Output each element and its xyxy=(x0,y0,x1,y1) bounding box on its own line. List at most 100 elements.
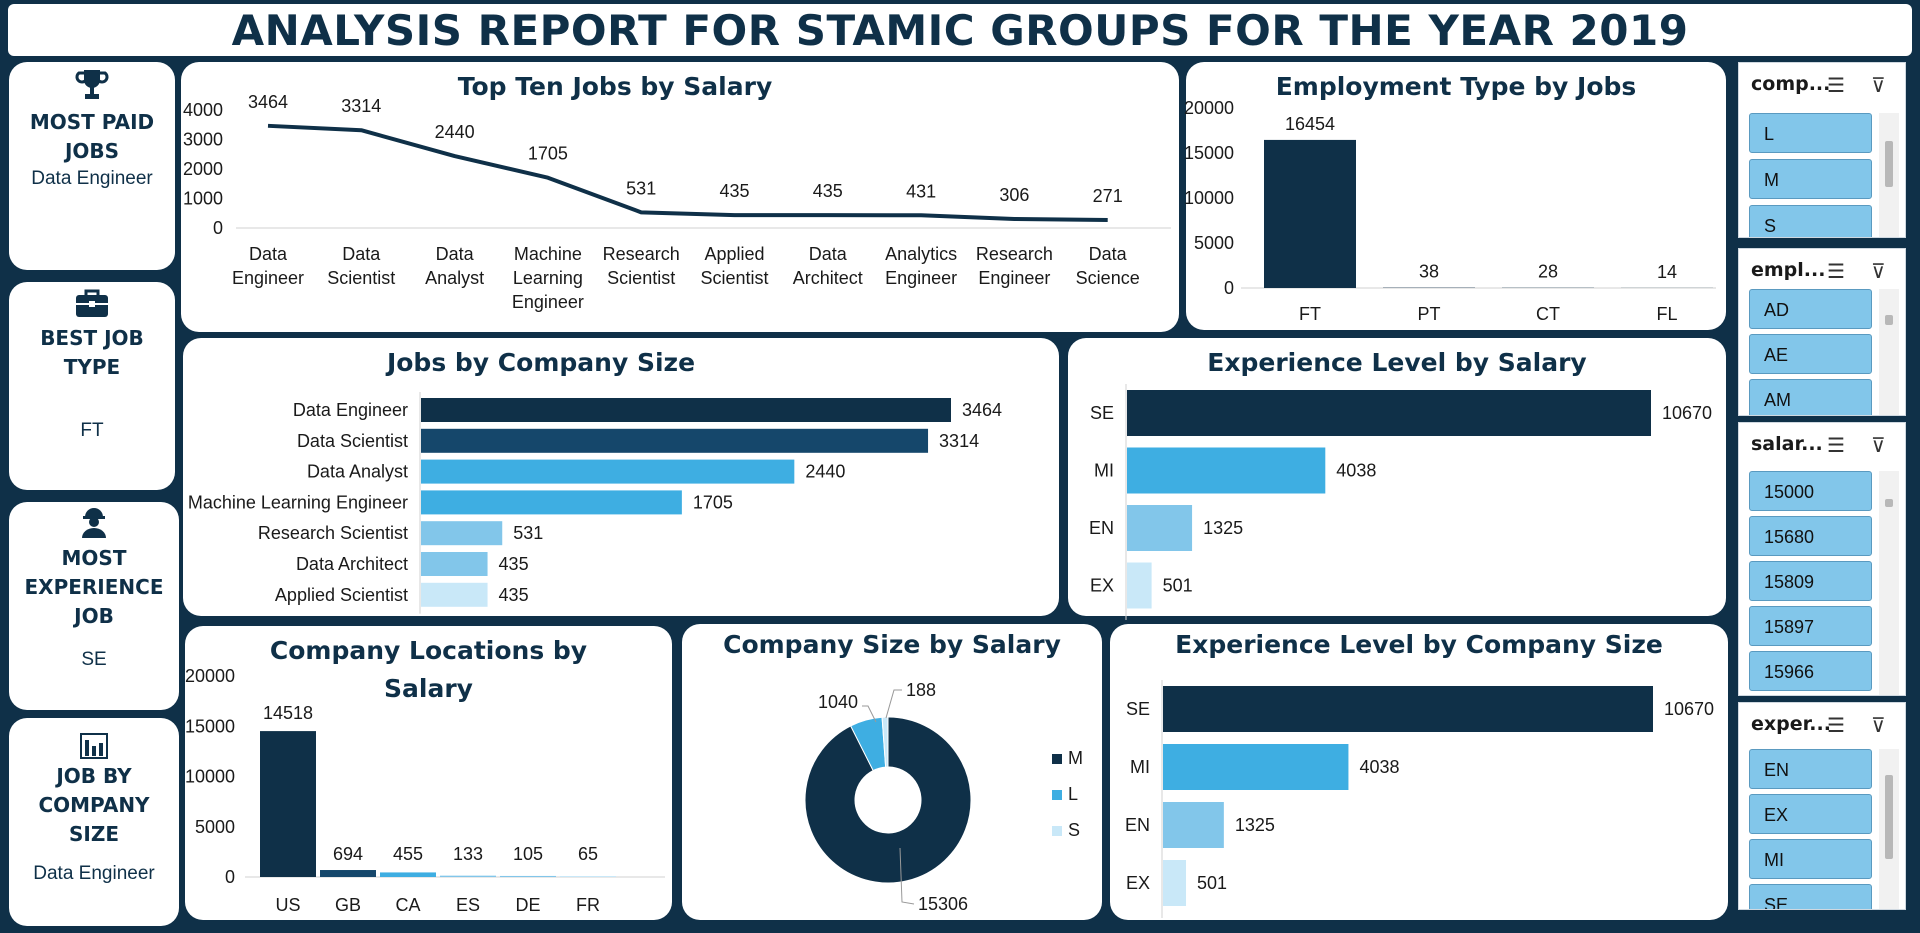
data-label: 1325 xyxy=(1203,518,1243,538)
x-tick-label: Engineer xyxy=(512,292,584,312)
multi-select-icon[interactable]: ☰ xyxy=(1827,715,1845,737)
slicer-experience[interactable]: exper... ☰ ⊽ EN EX MI SE xyxy=(1738,702,1906,910)
x-tick-label: CA xyxy=(395,895,420,915)
slicer-item[interactable]: 15809 xyxy=(1749,561,1872,601)
slicer-item[interactable]: 15897 xyxy=(1749,606,1872,646)
x-tick-label: FR xyxy=(576,895,600,915)
x-tick-label: Learning xyxy=(513,268,583,288)
bar xyxy=(1127,505,1193,551)
slicer-scroll-thumb[interactable] xyxy=(1885,141,1893,187)
category-label: SE xyxy=(1090,403,1114,423)
slicer-item[interactable]: AD xyxy=(1749,289,1872,329)
slicer-item[interactable]: MI xyxy=(1749,839,1872,879)
legend-label: M xyxy=(1068,748,1083,768)
kpi-best-job-type: BEST JOB TYPE FT xyxy=(9,282,175,490)
category-label: Data Scientist xyxy=(297,431,408,451)
data-label: 455 xyxy=(393,844,423,864)
bar xyxy=(421,490,682,515)
data-label: 435 xyxy=(499,585,529,605)
category-label: EX xyxy=(1090,576,1114,596)
category-label: Applied Scientist xyxy=(275,585,408,605)
y-tick-label: 10000 xyxy=(185,767,235,787)
chart-top-ten-jobs: Top Ten Jobs by Salary 0 1000 2000 3000 4000… xyxy=(181,62,1179,332)
slicer-item[interactable]: L xyxy=(1749,113,1872,153)
slicer-item[interactable]: 15680 xyxy=(1749,516,1872,556)
data-label: 501 xyxy=(1197,873,1227,893)
trophy-icon xyxy=(75,70,109,99)
slicer-scrollbar[interactable] xyxy=(1879,289,1899,415)
slicer-item[interactable]: EN xyxy=(1749,749,1872,789)
bar xyxy=(1163,860,1187,906)
data-label: 10670 xyxy=(1662,403,1712,423)
x-tick-label: Machine xyxy=(514,244,582,264)
worker-icon xyxy=(82,508,106,538)
leader-line xyxy=(885,689,902,719)
data-label: 16454 xyxy=(1285,114,1335,134)
multi-select-icon[interactable]: ☰ xyxy=(1827,435,1845,457)
slicer-company-size[interactable]: comp... ☰ ⊽ L M S xyxy=(1738,62,1906,238)
slicer-item[interactable]: EX xyxy=(1749,794,1872,834)
report-title: ANALYSIS REPORT FOR STAMIC GROUPS FOR TH… xyxy=(231,5,1689,55)
slicer-salary[interactable]: salar... ☰ ⊽ 15000 15680 15809 15897 159… xyxy=(1738,422,1906,696)
slicer-scroll-thumb[interactable] xyxy=(1885,315,1893,325)
slicer-item[interactable]: S xyxy=(1749,205,1872,237)
slicer-item[interactable]: AM xyxy=(1749,379,1872,415)
x-tick-label: Research xyxy=(603,244,680,264)
x-tick-label: Analyst xyxy=(425,268,484,288)
data-label: 2440 xyxy=(805,462,845,482)
clear-filter-icon[interactable]: ⊽ xyxy=(1871,715,1886,737)
category-label: Data Analyst xyxy=(307,462,408,482)
x-tick-label: Data xyxy=(809,244,848,264)
slicer-item[interactable]: AE xyxy=(1749,334,1872,374)
bar xyxy=(1163,744,1349,790)
slicer-scroll-thumb[interactable] xyxy=(1885,499,1893,507)
slicer-item[interactable]: M xyxy=(1749,159,1872,199)
kpi-value: SE xyxy=(81,649,107,670)
chart-title: Employment Type by Jobs xyxy=(1275,72,1637,101)
y-tick-label: 15000 xyxy=(185,716,235,736)
data-label: 1325 xyxy=(1235,815,1275,835)
data-label: 14518 xyxy=(263,703,313,723)
experience-company-size-svg: 10670 SE 4038 MI 1325 EN 501 EX xyxy=(1125,680,1714,918)
bar xyxy=(380,872,436,877)
x-tick-label: GB xyxy=(335,895,361,915)
kpi-value: Data Engineer xyxy=(33,863,155,884)
kpi-most-paid-jobs: MOST PAID JOBS Data Engineer xyxy=(9,62,175,270)
clear-filter-icon[interactable]: ⊽ xyxy=(1871,261,1886,283)
series-line xyxy=(267,123,1108,223)
x-tick-label: Analytics xyxy=(885,244,957,264)
category-label: Machine Learning Engineer xyxy=(188,492,408,512)
data-label: 1705 xyxy=(528,144,568,164)
slicer-title: empl... xyxy=(1751,259,1826,281)
slicer-item[interactable]: 15966 xyxy=(1749,651,1872,691)
slicer-scroll-thumb[interactable] xyxy=(1885,775,1893,859)
slicer-scrollbar[interactable] xyxy=(1879,471,1899,695)
bar xyxy=(421,582,488,607)
x-tick-label: Engineer xyxy=(885,268,957,288)
bar xyxy=(1163,802,1224,848)
top-jobs-svg: 0 1000 2000 3000 4000 3464 3314 2440 1705 531 435 4… xyxy=(183,92,1171,312)
slicer-title: comp... xyxy=(1751,73,1831,95)
x-tick-label: FT xyxy=(1299,304,1321,324)
kpi-title: BEST JOB TYPE xyxy=(40,326,144,379)
category-label: EN xyxy=(1125,815,1150,835)
data-label: 501 xyxy=(1163,576,1193,596)
multi-select-icon[interactable]: ☰ xyxy=(1827,261,1845,283)
data-label: 531 xyxy=(513,523,543,543)
x-tick-label: Engineer xyxy=(978,268,1050,288)
data-label: 3464 xyxy=(962,400,1002,420)
bar xyxy=(1127,447,1326,494)
experience-salary-svg: 10670 SE 4038 MI 1325 EN 501 EX xyxy=(1089,384,1712,620)
kpi-value: FT xyxy=(80,420,104,441)
slicer-item[interactable]: SE xyxy=(1749,884,1872,909)
x-tick-label: Applied xyxy=(704,244,764,264)
clear-filter-icon[interactable]: ⊽ xyxy=(1871,75,1886,97)
kpi-value: Data Engineer xyxy=(31,168,153,189)
chart-title: Experience Level by Company Size xyxy=(1175,630,1663,659)
y-tick-label: 0 xyxy=(213,218,223,238)
slicer-item[interactable]: 15000 xyxy=(1749,471,1872,511)
clear-filter-icon[interactable]: ⊽ xyxy=(1871,435,1886,457)
multi-select-icon[interactable]: ☰ xyxy=(1827,75,1845,97)
slicer-employment[interactable]: empl... ☰ ⊽ AD AE AM xyxy=(1738,248,1906,416)
chart-icon xyxy=(80,733,108,759)
